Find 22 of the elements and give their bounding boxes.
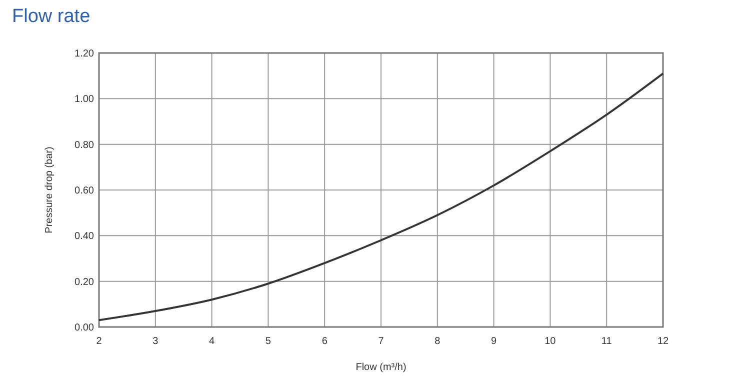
y-tick-label: 0.60 xyxy=(74,186,94,196)
x-axis-title: Flow (m³/h) xyxy=(356,362,406,373)
x-tick-label: 4 xyxy=(209,336,216,347)
x-tick-label: 2 xyxy=(96,336,102,347)
y-tick-label: 1.20 xyxy=(74,48,94,60)
y-tick-label: 0.20 xyxy=(74,276,94,288)
x-tick-label: 8 xyxy=(434,336,441,347)
y-tick-label: 0.40 xyxy=(74,231,94,242)
line-series xyxy=(98,72,664,322)
x-tick-label: 12 xyxy=(657,336,669,347)
x-tick-label: 5 xyxy=(265,336,272,347)
x-tick-label: 9 xyxy=(491,336,498,347)
chart-title: Flow rate xyxy=(12,6,90,27)
x-tick-label: 7 xyxy=(378,336,384,347)
x-tick-label: 6 xyxy=(322,336,328,347)
x-tick-label: 3 xyxy=(152,336,159,347)
x-tick-label: 10 xyxy=(544,336,556,347)
y-tick-label: 1.00 xyxy=(74,94,94,106)
y-tick-label: 0.00 xyxy=(74,322,94,334)
y-axis-title: Pressure drop (bar) xyxy=(44,146,55,234)
y-tick-label: 0.80 xyxy=(74,140,94,151)
x-tick-label: 11 xyxy=(601,336,612,347)
